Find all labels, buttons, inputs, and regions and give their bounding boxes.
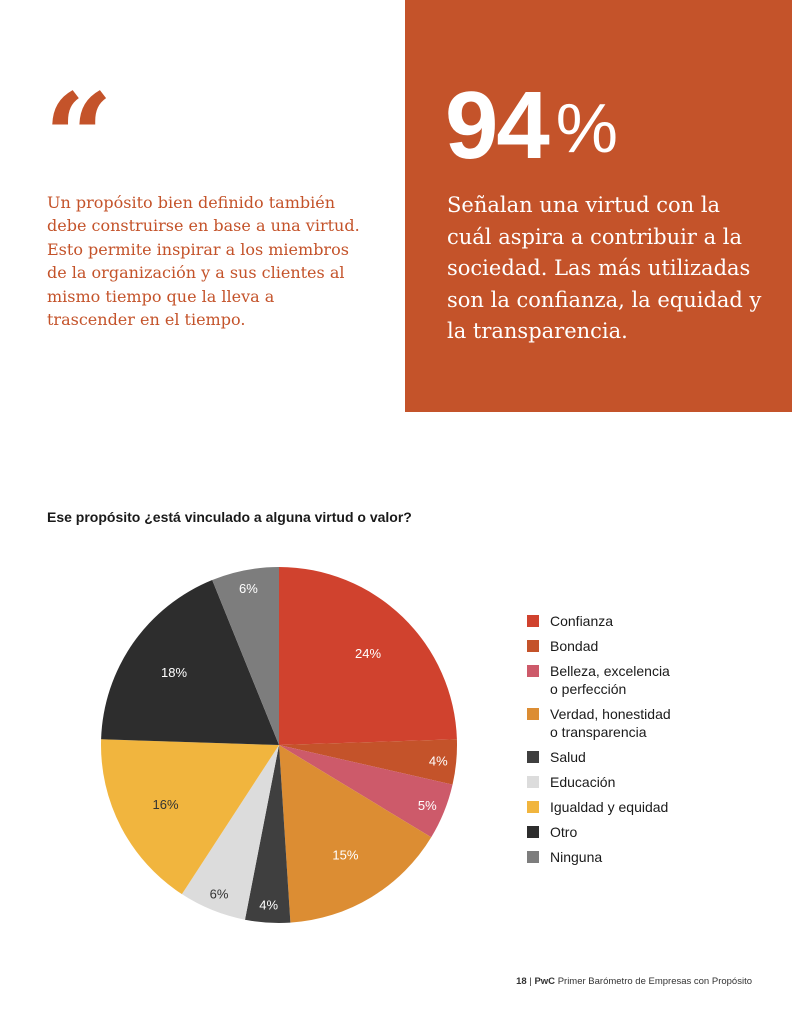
highlight-percent-sign: % [555,89,619,167]
highlight-number: 94 [445,72,550,179]
pie-slice-8 [212,567,279,745]
legend-item-3: Verdad, honestidad o transparencia [527,705,750,741]
legend-swatch-3 [527,708,539,720]
legend-swatch-1 [527,640,539,652]
legend-item-7: Otro [527,823,750,841]
highlight-stat: 94% [445,78,618,174]
pie-chart: 24% 4% 5% 15% 4% 6% 16% 18% 6% [100,567,458,923]
legend-swatch-7 [527,826,539,838]
chart-title: Ese propósito ¿está vinculado a alguna v… [47,509,412,525]
footer-brand: PwC [534,976,556,987]
pie-slice-label-1: 4% [429,753,448,768]
legend-swatch-6 [527,801,539,813]
legend-swatch-2 [527,665,539,677]
pie-slice-label-7: 18% [161,665,187,680]
legend-swatch-4 [527,751,539,763]
legend-label-0: Confianza [550,613,614,629]
pie-slice-2 [279,745,453,838]
legend-label-7: Otro [550,824,578,840]
legend-swatch-0 [527,615,539,627]
quote-text: Un propósito bien definido también debe … [47,193,360,330]
pie-slice-label-4: 4% [259,898,278,913]
pie-slice-label-8: 6% [239,581,258,596]
pie-slice-1 [279,739,458,785]
pie-slice-7 [101,580,279,745]
legend-item-2: Belleza, excelencia o perfección [527,662,750,698]
pie-slice-5 [181,745,279,920]
legend-item-6: Igualdad y equidad [527,798,750,816]
legend-label-3: Verdad, honestidad o transparencia [550,706,671,740]
legend-swatch-8 [527,851,539,863]
chart-legend: Confianza Bondad Belleza, excelencia o per… [527,612,750,873]
legend-label-1: Bondad [550,638,599,654]
legend-item-4: Salud [527,748,750,766]
footer-title: Primer Barómetro de Empresas con Propósi… [557,976,752,987]
pie-slice-label-5: 6% [210,886,229,901]
pie-slice-6 [100,739,279,895]
legend-item-1: Bondad [527,637,750,655]
pie-slice-0 [279,567,457,745]
pie-slice-label-6: 16% [152,797,178,812]
legend-item-0: Confianza [527,612,750,630]
pie-slice-label-3: 15% [332,848,358,863]
legend-item-8: Ninguna [527,848,750,866]
highlight-panel: 94% Señalan una virtud con la cuál aspir… [405,0,792,412]
pie-slice-label-2: 5% [418,798,437,813]
legend-label-4: Salud [550,749,586,765]
legend-swatch-5 [527,776,539,788]
pie-slice-3 [279,745,432,923]
legend-item-5: Educación [527,773,750,791]
quote-mark-icon: “ [44,67,114,208]
page-footer: 18 | PwC Primer Barómetro de Empresas co… [516,976,752,987]
legend-label-8: Ninguna [550,849,603,865]
legend-label-5: Educación [550,774,616,790]
pie-slice-label-0: 24% [355,646,381,661]
highlight-text: Señalan una virtud con la cuál aspira a … [447,193,762,343]
legend-label-2: Belleza, excelencia o perfección [550,663,670,697]
legend-label-6: Igualdad y equidad [550,799,669,815]
page-number: 18 [516,976,527,987]
pie-slice-4 [244,745,291,923]
